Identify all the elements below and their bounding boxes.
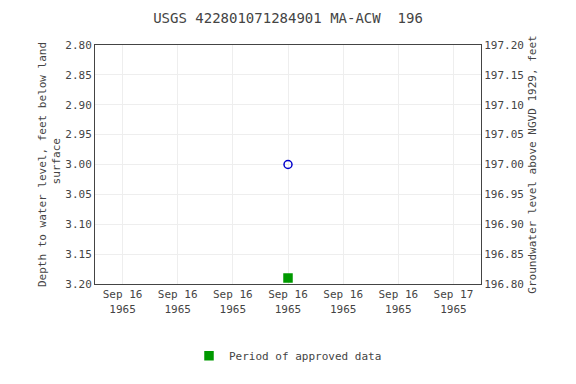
svg-text:197.15: 197.15: [484, 69, 524, 82]
svg-text:197.10: 197.10: [484, 99, 524, 112]
svg-text:Sep 161965: Sep 161965: [213, 288, 253, 315]
svg-text:3.05: 3.05: [65, 188, 92, 201]
svg-text:196.95: 196.95: [484, 188, 524, 201]
svg-text:3.00: 3.00: [65, 158, 92, 171]
svg-text:Sep 161965: Sep 161965: [378, 288, 418, 315]
svg-text:197.05: 197.05: [484, 128, 524, 141]
svg-text:Sep 161965: Sep 161965: [268, 288, 308, 315]
svg-text:2.85: 2.85: [65, 69, 92, 82]
svg-text:197.00: 197.00: [484, 158, 524, 171]
svg-text:Period of approved data: Period of approved data: [229, 350, 381, 363]
svg-text:3.15: 3.15: [65, 248, 92, 261]
svg-text:USGS 422801071284901 MA-ACW 1: USGS 422801071284901 MA-ACW 196: [153, 10, 423, 26]
svg-text:2.90: 2.90: [65, 99, 92, 112]
svg-text:196.80: 196.80: [484, 278, 524, 291]
svg-text:3.20: 3.20: [65, 278, 92, 291]
svg-text:196.90: 196.90: [484, 218, 524, 231]
svg-text:196.85: 196.85: [484, 248, 524, 261]
svg-text:Sep 161965: Sep 161965: [323, 288, 363, 315]
svg-text:Sep 171965: Sep 171965: [434, 288, 474, 315]
svg-text:197.20: 197.20: [484, 39, 524, 52]
svg-text:Groundwater level above NGVD 1: Groundwater level above NGVD 1929, feet: [526, 35, 539, 293]
svg-text:Depth to water level, feet bel: Depth to water level, feet below land su…: [36, 42, 63, 287]
svg-text:Sep 161965: Sep 161965: [158, 288, 198, 315]
svg-text:3.10: 3.10: [65, 218, 92, 231]
svg-text:2.80: 2.80: [65, 39, 92, 52]
svg-text:2.95: 2.95: [65, 128, 92, 141]
svg-text:Sep 161965: Sep 161965: [103, 288, 143, 315]
